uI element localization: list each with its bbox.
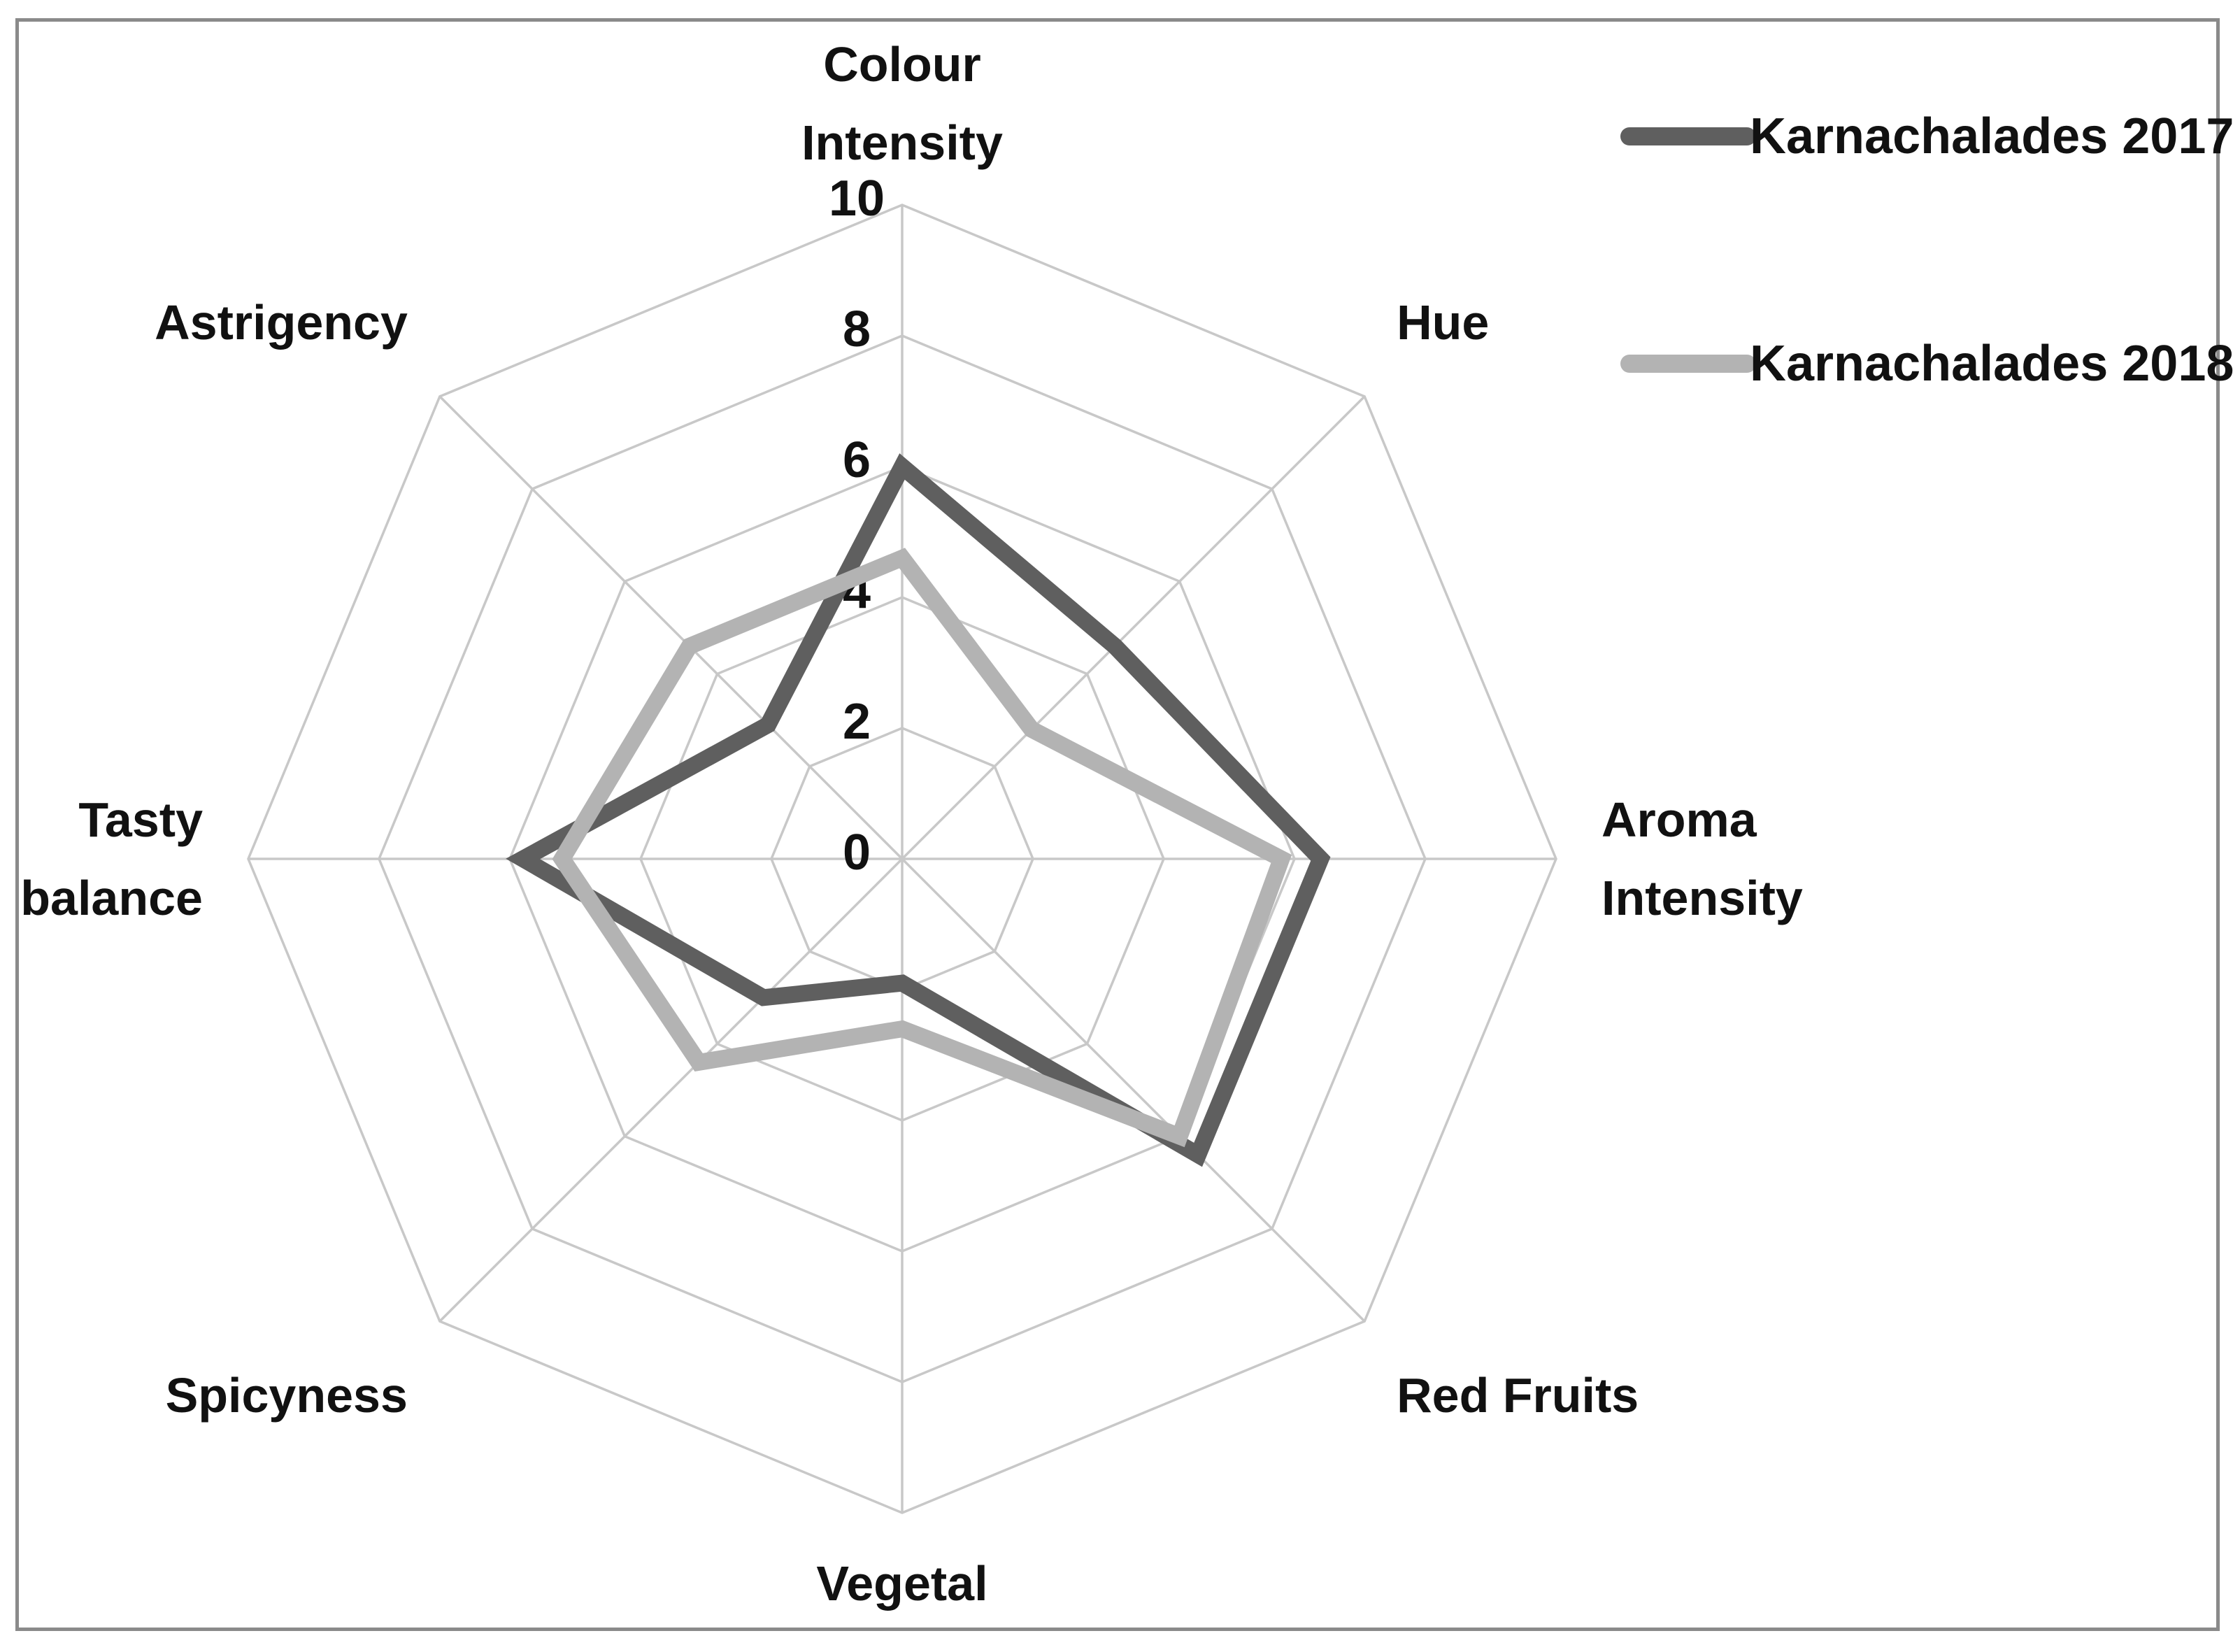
legend-label: Karnachalades 2017	[1750, 108, 2234, 164]
radar-grid	[247, 204, 1557, 1514]
category-label: Colour Intensity	[801, 37, 1003, 170]
category-label: Hue	[1397, 295, 1489, 350]
series-line-2	[552, 548, 1292, 1148]
legend-label: Karnachalades 2018	[1750, 336, 2234, 392]
tick-label: 8	[843, 301, 871, 357]
category-label: Aroma Intensity	[1601, 792, 1803, 925]
category-label: Tasty balance	[20, 792, 203, 925]
category-label: Red Fruits	[1397, 1368, 1639, 1423]
tick-label: 10	[829, 171, 885, 227]
tick-label: 6	[843, 432, 871, 488]
legend: Karnachalades 2017 Karnachalades 2018	[1620, 108, 2234, 392]
category-labels: Colour Intensity Hue Aroma Intensity Red Frui…	[20, 37, 1803, 1611]
tick-label: 2	[843, 694, 871, 750]
category-label: Vegetal	[816, 1556, 987, 1611]
category-label: Astrigency	[155, 295, 408, 350]
grid-spoke	[901, 857, 1366, 1323]
category-label: Spicyness	[166, 1368, 408, 1423]
tick-label: 0	[843, 825, 871, 881]
chart-frame	[15, 18, 2220, 1631]
series-lines	[506, 453, 1331, 1167]
grid-spoke	[438, 395, 904, 860]
grid-spoke	[438, 857, 904, 1323]
series-line-1	[506, 453, 1331, 1167]
grid-spoke	[901, 395, 1366, 860]
